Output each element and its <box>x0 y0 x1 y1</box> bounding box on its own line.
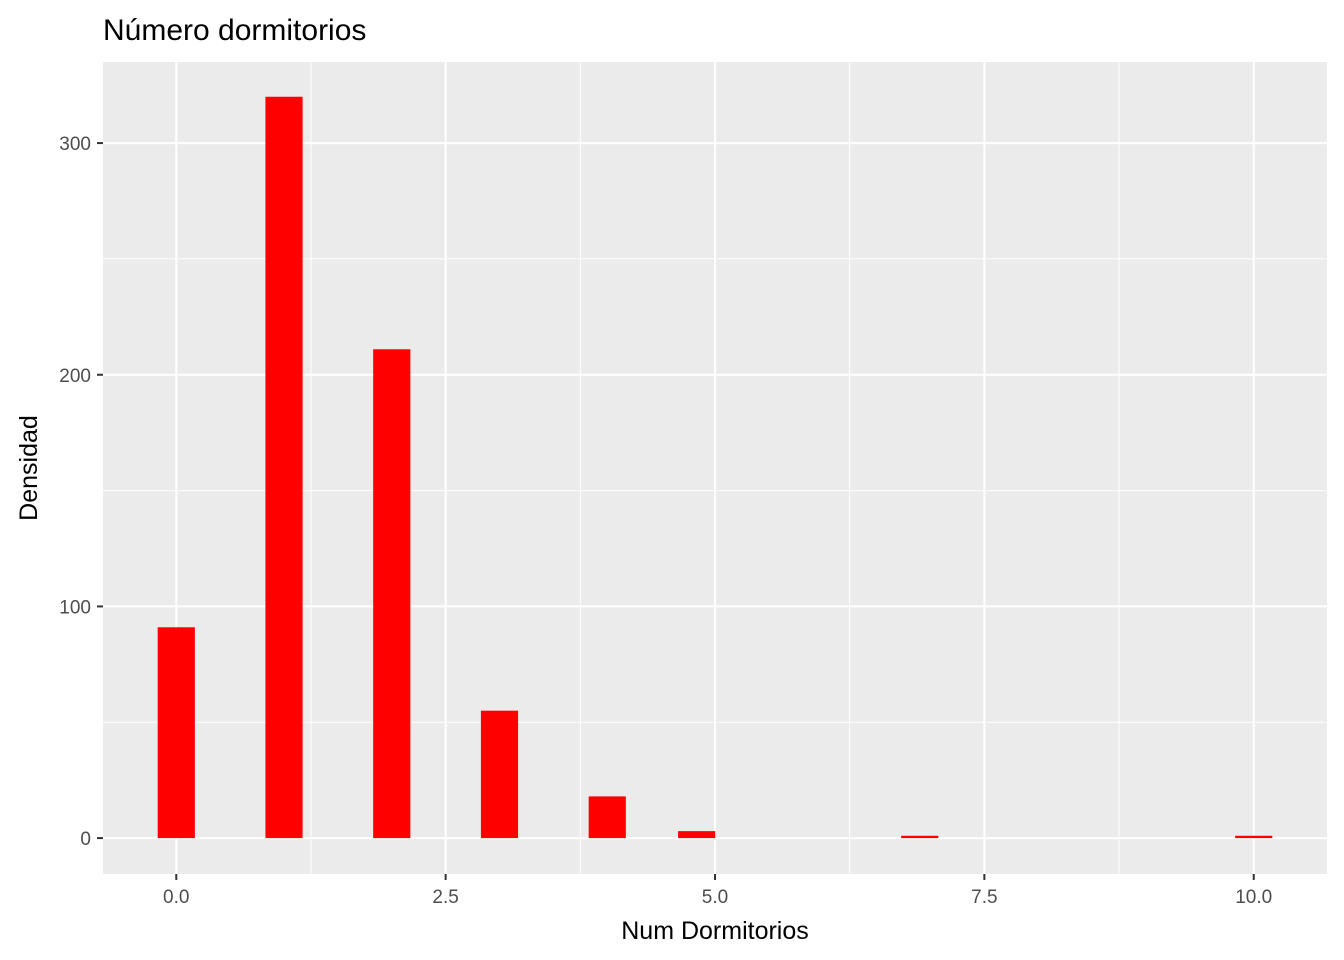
bar <box>901 835 939 839</box>
x-tick-label: 0.0 <box>163 887 189 908</box>
bars <box>157 96 1273 839</box>
grid-lines <box>103 62 1327 874</box>
bar <box>1235 835 1273 839</box>
y-tick-label: 0 <box>80 829 91 850</box>
bar <box>588 796 626 839</box>
y-tick-label: 100 <box>59 597 91 618</box>
y-axis: 0 100 200 300 <box>59 134 103 850</box>
x-axis-title: Num Dormitorios <box>621 917 809 945</box>
x-axis: 0.0 2.5 5.0 7.5 10.0 <box>163 874 1272 908</box>
bar <box>480 710 519 839</box>
x-tick-label: 5.0 <box>702 887 728 908</box>
y-tick-label: 300 <box>59 134 91 155</box>
x-tick-label: 7.5 <box>971 887 997 908</box>
bar <box>678 831 716 839</box>
bar <box>265 96 303 839</box>
x-tick-label: 10.0 <box>1235 887 1272 908</box>
y-axis-title: Densidad <box>15 415 43 521</box>
y-tick-label: 200 <box>59 366 91 387</box>
bar <box>373 349 411 839</box>
bar <box>157 627 195 839</box>
x-tick-label: 2.5 <box>432 887 458 908</box>
chart-title: Número dormitorios <box>103 14 366 47</box>
